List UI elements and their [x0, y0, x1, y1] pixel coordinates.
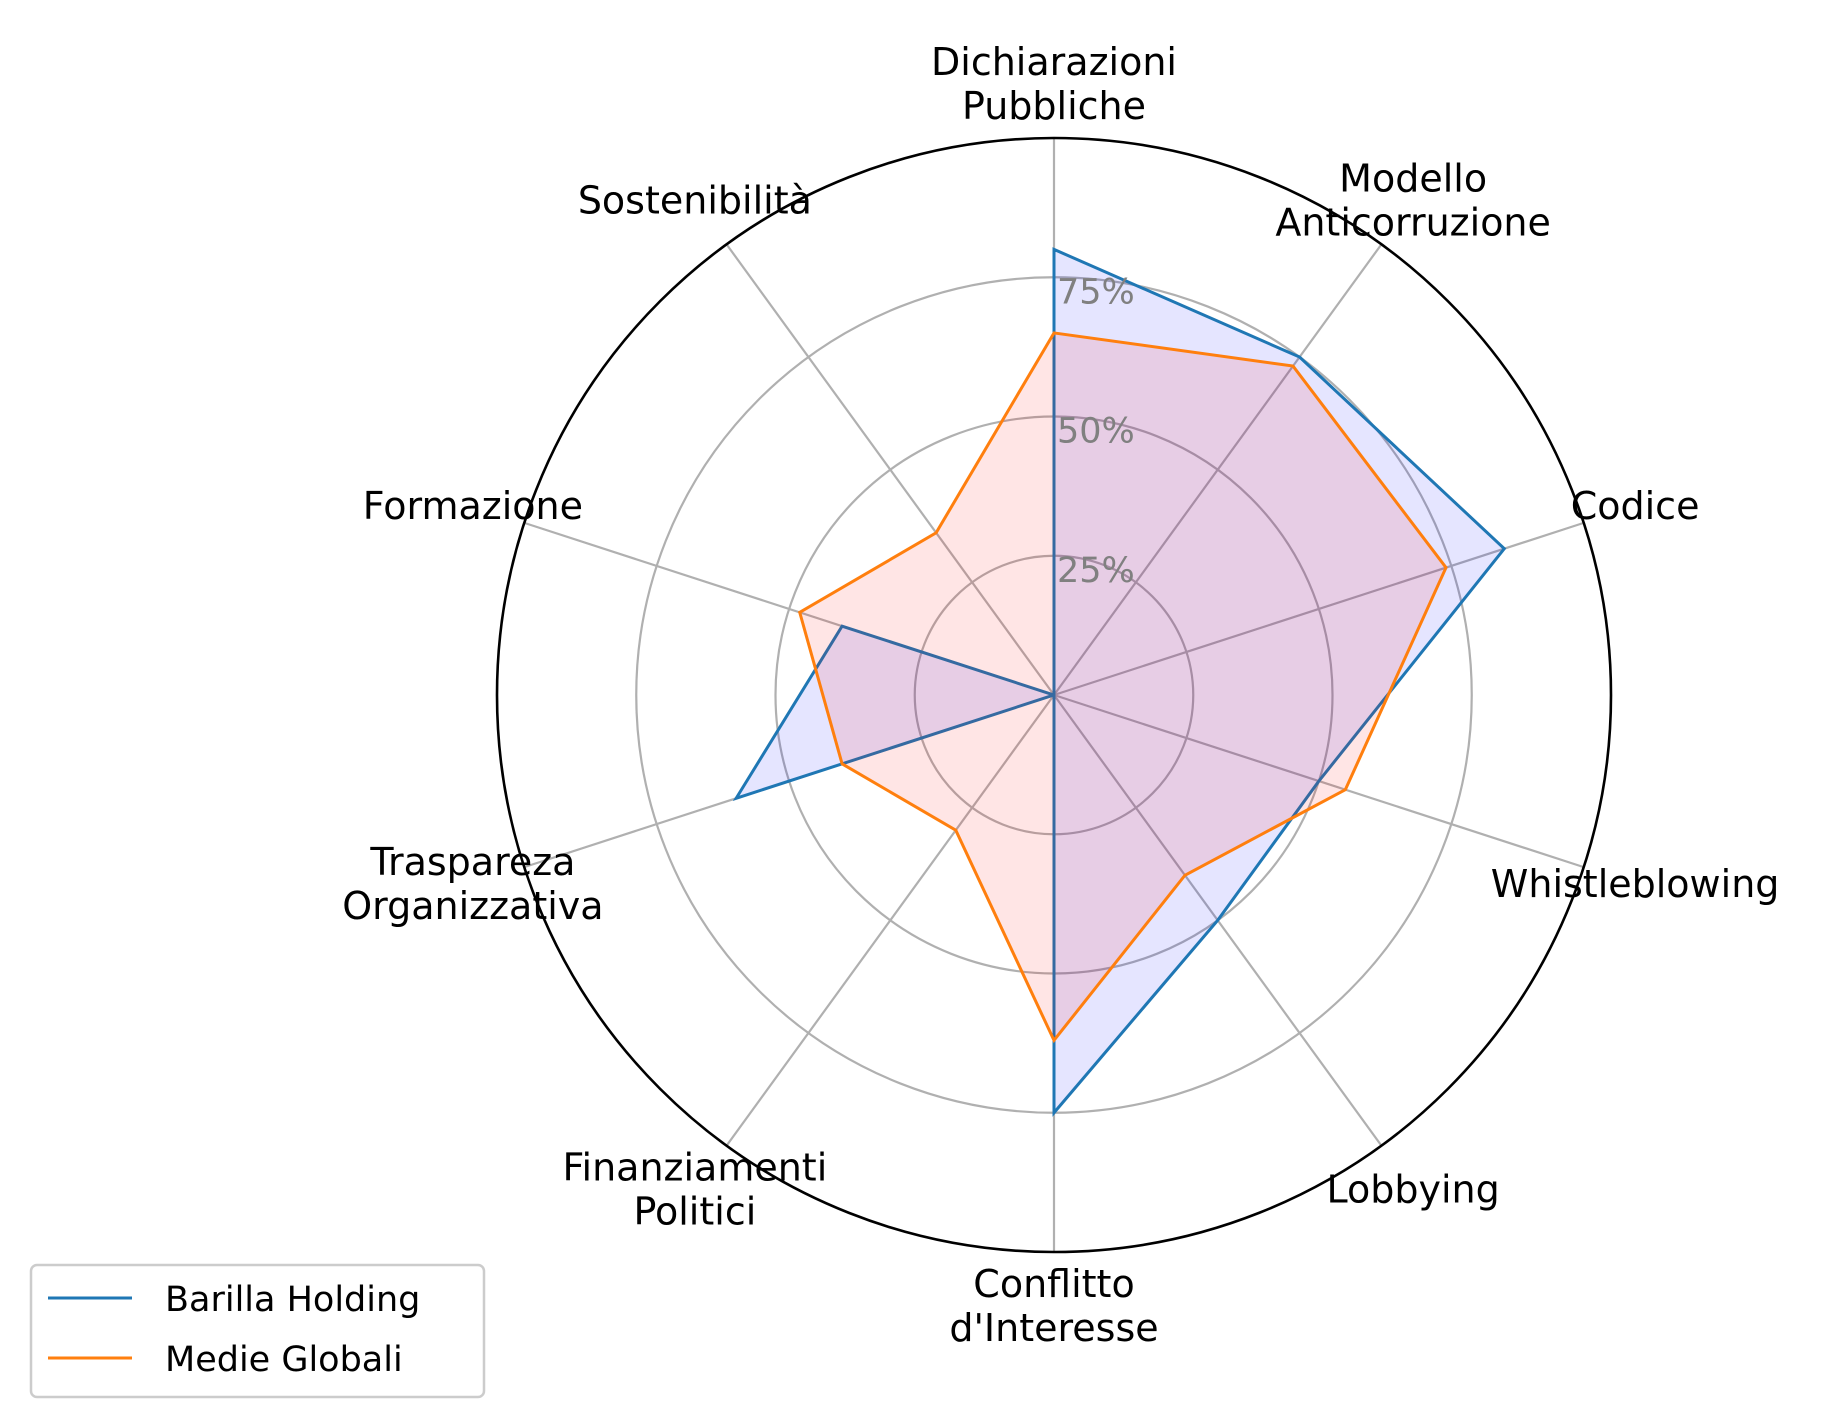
category-label-4: Lobbying	[1327, 1167, 1500, 1211]
category-label-3: Whistleblowing	[1491, 862, 1780, 906]
category-label-9-line-0: Sostenibilità	[578, 179, 812, 223]
category-label-1-line-0: Modello	[1339, 157, 1487, 201]
spoke-6	[725, 694, 1055, 1147]
spoke-2	[1053, 521, 1585, 697]
legend: Barilla Holding Medie Globali	[29, 1263, 486, 1399]
category-label-9: Sostenibilità	[578, 179, 812, 223]
category-label-7-line-0: Traspareza	[369, 840, 575, 884]
category-label-0-line-1: Pubbliche	[962, 84, 1146, 128]
series-area-medie-globali	[799, 332, 1447, 1041]
category-label-4-line-0: Lobbying	[1327, 1167, 1500, 1211]
spoke-9	[725, 243, 1055, 696]
category-label-5-line-0: Conflitto	[973, 1262, 1134, 1306]
legend-frame	[29, 1263, 486, 1399]
category-label-7-line-1: Organizzativa	[342, 884, 603, 928]
series-line-medie-globali	[797, 331, 1448, 1044]
category-label-2-line-0: Codice	[1571, 484, 1700, 528]
category-label-0-line-0: Dichiarazioni	[931, 40, 1177, 84]
category-label-6-line-0: Finanziamenti	[562, 1145, 827, 1189]
series-layer	[732, 247, 1507, 1117]
spoke-1	[1053, 243, 1383, 696]
category-label-1-line-1: Anticorruzione	[1275, 201, 1551, 245]
series-line-barilla-holding	[732, 247, 1507, 1117]
radial-tick-label-75: 75%	[1057, 272, 1135, 312]
series-area-barilla-holding	[736, 249, 1505, 1113]
outer-frame	[495, 136, 1613, 1254]
category-label-2: Codice	[1571, 484, 1700, 528]
legend-label-medie-globali: Medie Globali	[165, 1340, 403, 1380]
legend-label-barilla-holding: Barilla Holding	[165, 1280, 420, 1320]
radial-tick-label-25: 25%	[1057, 551, 1135, 591]
radial-tick-labels: 25% 50% 75%	[1057, 272, 1135, 591]
category-label-3-line-0: Whistleblowing	[1491, 862, 1780, 906]
category-label-6-line-1: Politici	[633, 1189, 756, 1233]
category-label-8-line-0: Formazione	[363, 484, 583, 528]
category-label-8: Formazione	[363, 484, 583, 528]
radial-tick-label-50: 50%	[1057, 412, 1135, 452]
category-label-5-line-1: d'Interesse	[949, 1306, 1158, 1350]
